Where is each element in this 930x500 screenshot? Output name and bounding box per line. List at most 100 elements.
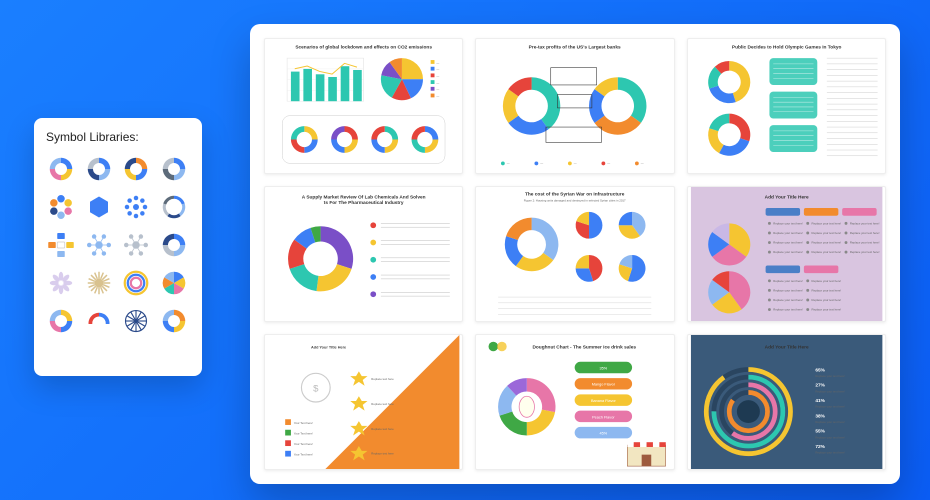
svg-text:Replace your text here!: Replace your text here! [811,279,841,283]
svg-text:Figure 2: Housing units damage: Figure 2: Housing units damaged and dest… [524,198,626,202]
svg-text:Replace your text here!: Replace your text here! [815,420,845,424]
svg-text:—: — [436,88,439,92]
svg-text:Your Text here!: Your Text here! [294,453,313,457]
template-card-2[interactable]: Pre-tax profits of the US's Largest bank… [475,38,674,174]
svg-text:Add Your Title Here: Add Your Title Here [311,345,346,349]
svg-text:Replace your text here!: Replace your text here! [811,307,841,311]
svg-text:Replace text here: Replace text here [371,452,394,456]
svg-text:Replace your text here!: Replace your text here! [773,240,803,244]
svg-text:Replace your text here!: Replace your text here! [849,240,879,244]
svg-text:72%: 72% [815,444,825,450]
svg-text:Replace text here: Replace text here [371,402,394,406]
svg-text:Replace your text here!: Replace your text here! [811,288,841,292]
symbol-icon[interactable] [121,268,151,298]
svg-text:Scenarios of global lockdown a: Scenarios of global lockdown and effects… [295,45,432,51]
svg-text:ts For The Pharmaceutical Indu: ts For The Pharmaceutical Industry [324,200,404,206]
svg-text:Replace your text here!: Replace your text here! [849,221,879,225]
svg-text:The cost of the Syrian War on: The cost of the Syrian War on Infrastruc… [525,192,625,198]
symbol-icon[interactable] [84,306,114,336]
symbol-icon[interactable] [121,192,151,222]
svg-text:41%: 41% [815,398,825,404]
svg-text:—: — [641,161,644,165]
symbol-icon[interactable] [84,154,114,184]
svg-text:Your Text here!: Your Text here! [294,432,313,436]
symbol-icon[interactable] [121,306,151,336]
svg-text:Replace your text here!: Replace your text here! [815,435,845,439]
symbol-icon[interactable] [84,230,114,260]
symbol-icon[interactable] [159,154,189,184]
template-card-8[interactable]: Doughnut Chart - The Summer ice drink sa… [475,334,674,470]
symbol-icon[interactable] [46,230,76,260]
symbol-icon[interactable] [159,192,189,222]
svg-text:Peach Flavor: Peach Flavor [592,415,615,419]
svg-text:27%: 27% [815,383,825,389]
template-card-9[interactable]: Add Your Title Here65%Replace your text … [687,334,886,470]
svg-text:$: $ [313,383,319,394]
svg-text:Replace your text here!: Replace your text here! [773,231,803,235]
svg-text:65%: 65% [815,367,825,373]
svg-text:Banana Flavor: Banana Flavor [591,399,617,403]
template-card-1[interactable]: Scenarios of global lockdown and effects… [264,38,463,174]
svg-text:—: — [574,161,577,165]
template-card-6[interactable]: Add Your Title Here Replace your text her… [687,186,886,322]
svg-text:Public Decides to Hold Olympic: Public Decides to Hold Olympic Games in … [732,45,842,51]
svg-text:35%: 35% [600,366,608,370]
svg-text:—: — [507,161,510,165]
svg-text:Replace your text here!: Replace your text here! [811,231,841,235]
template-card-4[interactable]: A Supply Market Review Of Lab Chemicals … [264,186,463,322]
template-card-5[interactable]: The cost of the Syrian War on Infrastruc… [475,186,674,322]
svg-text:Replace your text here!: Replace your text here! [773,288,803,292]
svg-text:Replace your text here!: Replace your text here! [815,389,845,393]
symbol-icon[interactable] [46,192,76,222]
symbol-icon[interactable] [46,306,76,336]
svg-text:Replace your text here!: Replace your text here! [849,250,879,254]
svg-text:45%: 45% [600,432,608,436]
svg-text:—: — [436,74,439,78]
svg-text:Replace your text here!: Replace your text here! [773,279,803,283]
svg-text:Doughnut Chart - The Summer: Doughnut Chart - The Summer ice drink sa… [533,344,637,350]
symbol-icon-grid [46,154,190,336]
template-card-7[interactable]: Add Your Title Here $ Replace text here Rep… [264,334,463,470]
svg-text:Replace your text here!: Replace your text here! [811,250,841,254]
svg-text:Replace your text here!: Replace your text here! [815,405,845,409]
svg-text:Replace your text here!: Replace your text here! [811,240,841,244]
svg-text:—: — [436,81,439,85]
svg-text:—: — [541,161,544,165]
template-card-3[interactable]: Public Decides to Hold Olympic Games in … [687,38,886,174]
svg-text:Replace your text here!: Replace your text here! [773,250,803,254]
svg-text:Replace your text here!: Replace your text here! [773,221,803,225]
svg-text:Replace your text here!: Replace your text here! [773,307,803,311]
svg-text:Replace your text here!: Replace your text here! [815,451,845,455]
svg-text:Replace your text here!: Replace your text here! [815,374,845,378]
symbol-icon[interactable] [121,230,151,260]
template-gallery: Scenarios of global lockdown and effects… [250,24,900,484]
symbol-icon[interactable] [159,268,189,298]
symbol-icon[interactable] [84,192,114,222]
svg-text:—: — [436,61,439,65]
svg-text:Replace your text here!: Replace your text here! [811,298,841,302]
svg-text:Mango Flavor: Mango Flavor [592,383,616,387]
svg-text:38%: 38% [815,413,825,419]
svg-text:A Supply Market Review Of Lab: A Supply Market Review Of Lab Chemicals … [302,194,426,200]
svg-text:—: — [436,68,439,72]
symbol-icon[interactable] [159,230,189,260]
symbol-icon[interactable] [46,268,76,298]
svg-text:Replace text here: Replace text here [371,377,394,381]
symbol-icon[interactable] [121,154,151,184]
symbol-icon[interactable] [46,154,76,184]
sidebar-title: Symbol Libraries: [46,130,190,144]
svg-text:Replace text here: Replace text here [371,427,394,431]
svg-text:Add Your Title Here: Add Your Title Here [764,344,808,350]
svg-text:Add Your Title Here: Add Your Title Here [764,194,808,200]
svg-text:55%: 55% [815,429,825,435]
svg-text:—: — [608,161,611,165]
symbol-libraries-panel: Symbol Libraries: [34,118,202,376]
svg-text:Replace your text here!: Replace your text here! [773,298,803,302]
symbol-icon[interactable] [159,306,189,336]
svg-text:—: — [436,94,439,98]
svg-text:Replace your text here!: Replace your text here! [849,231,879,235]
svg-text:Your Text here!: Your Text here! [294,442,313,446]
symbol-icon[interactable] [84,268,114,298]
svg-text:Replace your text here!: Replace your text here! [811,221,841,225]
svg-text:Pre-tax profits of the US's La: Pre-tax profits of the US's Largest bank… [529,45,621,51]
